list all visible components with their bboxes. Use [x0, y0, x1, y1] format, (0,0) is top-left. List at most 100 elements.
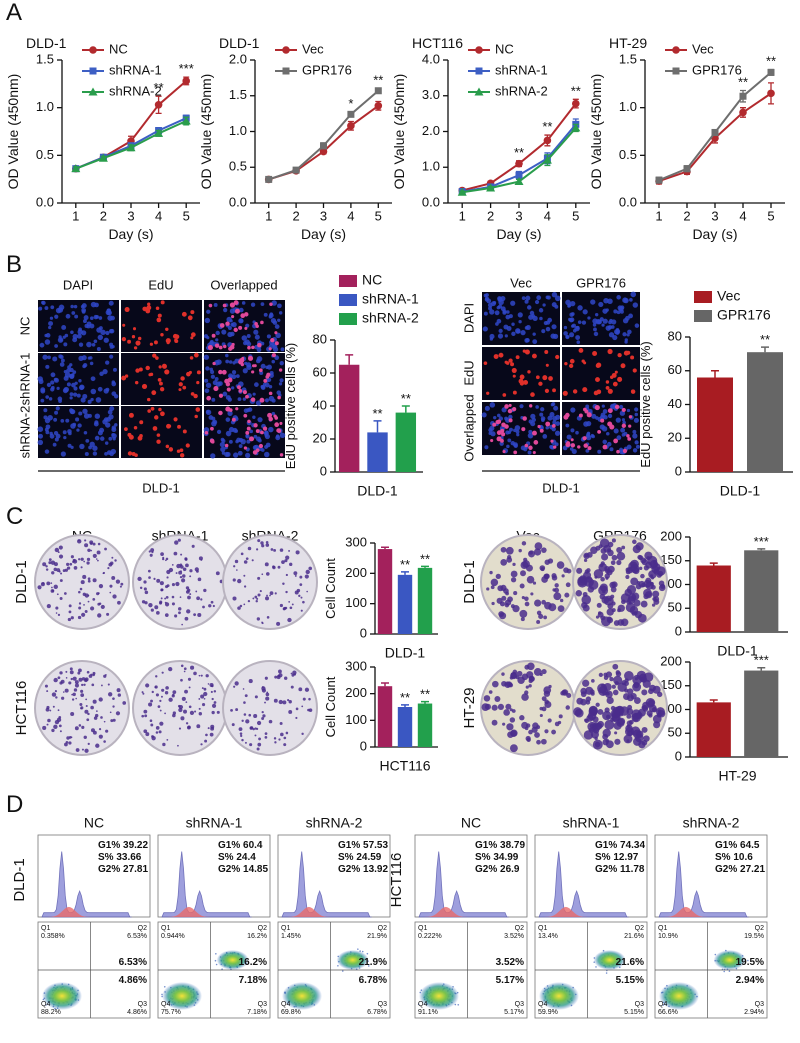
edu-nucleus — [161, 363, 167, 369]
nucleus — [553, 405, 559, 411]
nucleus — [609, 447, 614, 452]
colony — [287, 699, 290, 702]
colony — [584, 718, 588, 722]
colony — [500, 546, 507, 553]
y-tick-label: 4.0 — [422, 51, 440, 66]
nucleus — [73, 392, 78, 397]
nucleus — [552, 415, 558, 422]
nucleus — [616, 310, 621, 315]
colony — [240, 734, 243, 738]
colony — [141, 600, 146, 604]
nucleus — [93, 339, 98, 344]
nucleus — [632, 448, 638, 453]
nucleus — [602, 318, 608, 324]
quadrant-value: 21.9% — [367, 933, 387, 940]
nucleus — [272, 346, 279, 353]
colony — [265, 596, 270, 601]
colony — [265, 696, 270, 701]
nucleus — [534, 299, 540, 305]
edu-nucleus — [626, 434, 630, 438]
colony — [82, 574, 87, 579]
colony — [198, 712, 203, 716]
colony — [183, 709, 188, 714]
colony — [80, 580, 85, 585]
colony — [83, 683, 86, 687]
colony — [70, 555, 74, 559]
nucleus — [63, 342, 68, 347]
colony — [624, 671, 634, 681]
colony — [193, 613, 197, 617]
colony — [628, 719, 634, 725]
quadrant-value: 0.358% — [41, 933, 65, 940]
nucleus — [601, 404, 605, 408]
colony — [509, 744, 518, 753]
nucleus — [575, 335, 581, 340]
colony — [256, 548, 259, 551]
nucleus — [554, 295, 561, 302]
legend-label: shRNA-1 — [362, 291, 419, 307]
nucleus — [489, 425, 495, 431]
edu-nucleus — [178, 382, 183, 387]
colony — [527, 550, 536, 558]
nucleus — [245, 323, 250, 328]
colony — [249, 743, 253, 747]
nucleus — [65, 418, 70, 423]
colony — [599, 583, 608, 592]
colony — [544, 559, 550, 565]
edu-nucleus — [225, 321, 230, 326]
nucleus — [260, 448, 265, 452]
edu-nucleus — [223, 344, 227, 349]
colony — [256, 597, 259, 600]
marker — [319, 147, 328, 156]
row-label: DLD-1 — [461, 560, 478, 603]
edu-nucleus — [218, 345, 223, 350]
colony — [80, 707, 83, 710]
nucleus — [238, 444, 243, 448]
nucleus — [624, 338, 628, 342]
colony — [304, 687, 310, 692]
colony — [625, 602, 636, 613]
edu-nucleus — [544, 350, 549, 354]
edu-nucleus — [621, 407, 626, 413]
edu-nucleus — [596, 389, 602, 395]
cell-cycle-stat: G2% 11.78 — [595, 864, 645, 875]
colony — [259, 590, 262, 593]
nucleus — [572, 328, 577, 333]
colony — [519, 715, 525, 721]
nucleus — [583, 421, 589, 427]
nucleus — [277, 318, 281, 322]
edu-nucleus — [548, 376, 553, 381]
colony — [273, 548, 277, 552]
colony — [95, 558, 98, 560]
colony — [97, 542, 101, 546]
nucleus — [510, 300, 516, 306]
quadrant-name: Q1 — [658, 925, 667, 932]
colony — [159, 581, 164, 586]
colony — [536, 739, 541, 745]
nucleus — [483, 293, 488, 298]
density — [42, 982, 82, 1010]
colony — [601, 596, 610, 604]
row-label: NC — [17, 317, 32, 336]
colony — [606, 696, 614, 705]
edu-nucleus — [600, 418, 605, 423]
edu-nucleus — [178, 388, 182, 392]
quadrant-value: 91.1% — [418, 1009, 438, 1016]
column-label: Vec — [510, 275, 532, 290]
colony — [45, 707, 50, 712]
nucleus — [87, 399, 92, 404]
nucleus — [78, 355, 84, 361]
bar — [395, 412, 417, 472]
edu-nucleus — [607, 388, 613, 394]
nucleus — [538, 308, 544, 313]
colony — [547, 718, 552, 723]
nucleus — [619, 309, 624, 314]
edu-nucleus — [511, 367, 517, 373]
y-axis-label: OD Value (450nm) — [588, 74, 604, 190]
edu-nucleus — [158, 407, 162, 412]
x-tick-label: 4 — [544, 208, 551, 223]
colony — [176, 563, 181, 569]
nucleus — [95, 397, 102, 403]
nucleus — [599, 414, 605, 420]
colony — [84, 593, 89, 598]
